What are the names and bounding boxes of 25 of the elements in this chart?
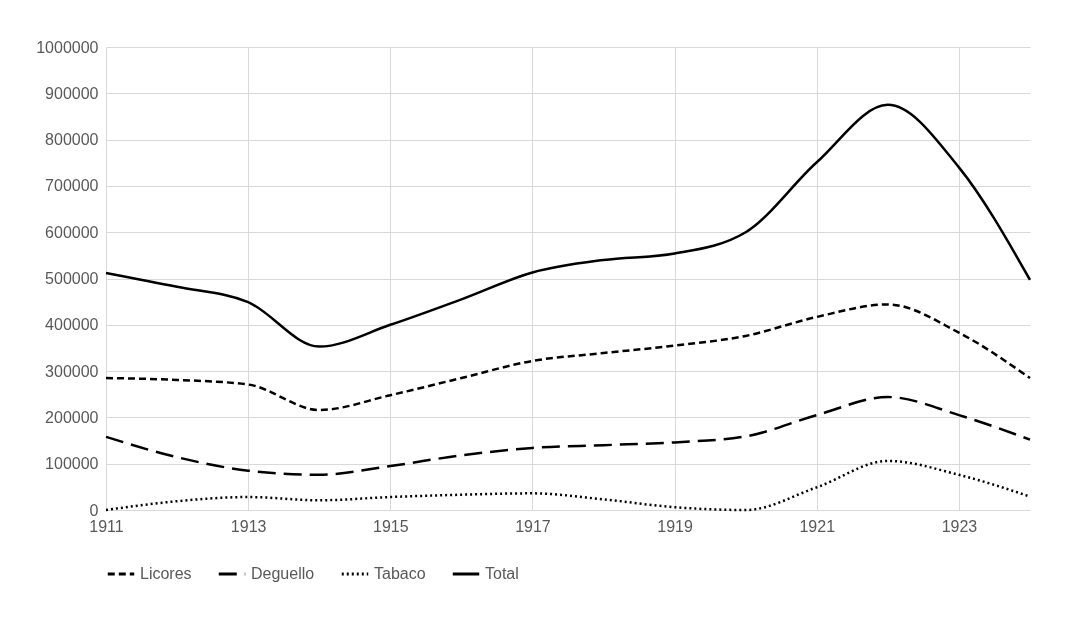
- y-tick-label: 200000: [45, 408, 99, 426]
- y-tick-label: 100000: [45, 455, 99, 473]
- y-tick-label: 0: [89, 501, 99, 519]
- legend-label: Deguello: [251, 565, 315, 582]
- legend-label: Total: [485, 565, 519, 582]
- legend-label: Tabaco: [374, 565, 426, 582]
- y-tick-label: 600000: [45, 223, 99, 241]
- y-tick-label: 1000000: [36, 38, 99, 56]
- line-series: [104, 303, 1032, 412]
- y-tick-label: 700000: [45, 177, 99, 195]
- y-tick-label: 300000: [45, 362, 99, 380]
- y-tick-label: 800000: [45, 131, 99, 149]
- x-tick-label: 1923: [941, 517, 978, 535]
- y-tick-label: 500000: [45, 270, 99, 287]
- x-tick-label: 1921: [799, 517, 836, 535]
- x-tick-label: 1915: [373, 517, 409, 535]
- line-series: [104, 103, 1032, 348]
- x-tick-label: 1919: [657, 517, 694, 535]
- y-tick-label: 900000: [45, 84, 99, 102]
- x-tick-label: 1913: [230, 517, 267, 535]
- x-tick-label: 1911: [89, 517, 124, 535]
- x-tick-label: 1917: [515, 517, 551, 535]
- y-tick-label: 400000: [45, 316, 99, 334]
- legend-label: Licores: [140, 565, 192, 582]
- line-series: [104, 395, 1032, 477]
